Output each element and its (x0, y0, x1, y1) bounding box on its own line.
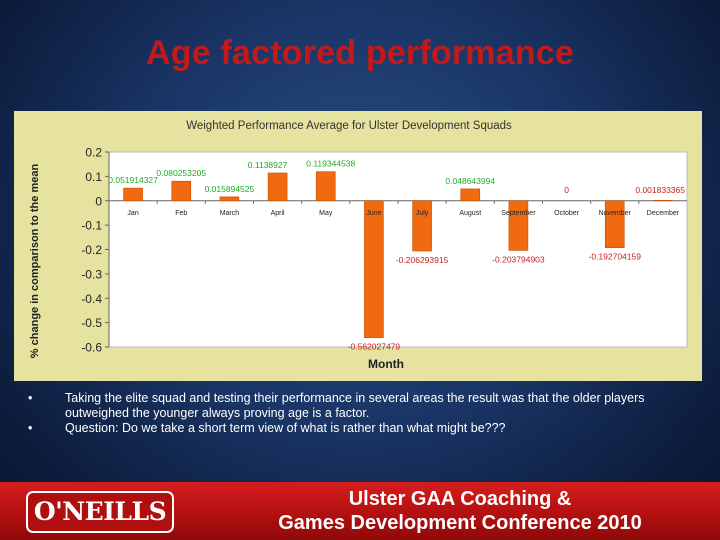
data-label: 0.1138927 (248, 160, 288, 170)
plot-area (108, 151, 688, 348)
x-tick-label: April (271, 210, 285, 217)
x-tick-label: August (459, 210, 481, 217)
oneills-logo: O'NEILLS (26, 491, 174, 533)
x-tick-label: December (647, 210, 680, 217)
footer-banner: O'NEILLS Ulster GAA Coaching & Games Dev… (0, 482, 720, 540)
conference-title-line1: Ulster GAA Coaching & (348, 488, 572, 510)
y-axis-label: % change in comparison to the mean (29, 164, 41, 359)
y-tick-label: -0.6 (81, 341, 102, 355)
data-label: 0.048643994 (445, 176, 495, 186)
y-tick-label: -0.5 (81, 316, 102, 330)
x-tick-label: November (599, 210, 632, 217)
chart-title: Weighted Performance Average for Ulster … (186, 120, 512, 132)
x-tick-label: May (319, 210, 333, 217)
data-label: 0 (564, 185, 569, 195)
x-axis-label: Month (368, 357, 404, 371)
data-label: -0.192704159 (589, 252, 642, 262)
y-tick-label: -0.1 (81, 219, 102, 233)
bar-november (604, 200, 625, 249)
bar-feb (171, 180, 192, 202)
y-tick-label: 0.2 (85, 146, 102, 160)
x-tick-label: Feb (175, 210, 187, 217)
bar-chart: Weighted Performance Average for Ulster … (29, 120, 688, 371)
y-tick-label: 0 (95, 194, 102, 208)
bar-may (315, 171, 336, 202)
data-label: 0.015894525 (205, 184, 255, 194)
bullet-text: Question: Do we take a short term view o… (65, 421, 506, 435)
bullet-marker: • (28, 421, 33, 435)
bullet-text: Taking the elite squad and testing their… (65, 391, 645, 420)
data-label: -0.562027479 (348, 342, 401, 352)
x-tick-label: June (366, 210, 381, 217)
bullet-list: • Taking the elite squad and testing the… (28, 391, 668, 436)
bar-jan (123, 187, 143, 202)
data-label: -0.206293915 (396, 255, 449, 265)
data-label: 0.051914327 (108, 175, 158, 185)
bar-august (460, 188, 481, 202)
x-tick-label: Jan (127, 210, 138, 217)
bar-march (219, 196, 240, 202)
y-tick-label: -0.2 (81, 243, 102, 257)
data-label: 0.119344538 (306, 159, 355, 169)
y-tick-label: -0.3 (81, 267, 102, 281)
bullet-marker: • (28, 391, 33, 405)
data-label: -0.203794903 (492, 254, 545, 264)
bullet-item: • Question: Do we take a short term view… (28, 421, 668, 436)
x-tick-label: July (416, 210, 429, 217)
bullet-item: • Taking the elite squad and testing the… (28, 391, 668, 421)
bar-september (508, 200, 529, 251)
bar-july (412, 200, 432, 252)
x-tick-label: September (501, 210, 536, 217)
slide-title: Age factored performance (145, 34, 575, 72)
chart-panel: Weighted Performance Average for Ulster … (14, 111, 702, 381)
y-tick-label: 0.1 (85, 170, 102, 184)
data-label: 0.080253205 (156, 168, 206, 178)
bar-april (267, 172, 288, 202)
data-label: 0.001833365 (635, 185, 685, 195)
bar-june (364, 200, 384, 339)
y-tick-label: -0.4 (81, 292, 102, 306)
x-tick-label: March (220, 210, 240, 217)
conference-title-line2: Games Development Conference 2010 (278, 512, 642, 534)
x-tick-label: October (554, 210, 580, 217)
